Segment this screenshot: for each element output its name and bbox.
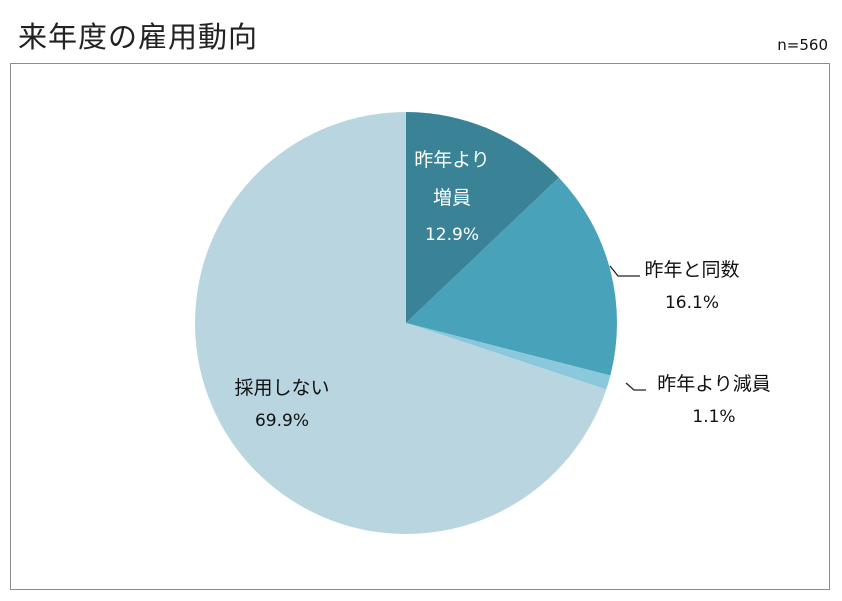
slice-value-2: 16.1% [665, 293, 719, 313]
slice-value-4: 69.9% [255, 411, 309, 431]
slice-label-4-line-1: 採用しない [234, 377, 329, 399]
slice-label-2-line-1: 昨年と同数 [644, 259, 739, 281]
pie-slice-3 [406, 323, 611, 390]
slice-label-1-line-1: 昨年より [414, 149, 490, 171]
pie-slice-1 [406, 112, 559, 323]
chart-title: 来年度の雇用動向 [18, 20, 259, 54]
slice-label-3-line-1: 昨年より減員 [657, 373, 771, 395]
leader-line-3 [625, 382, 646, 391]
pie-slice-4 [195, 111, 607, 534]
pie-slice-2 [406, 177, 617, 376]
sample-size-label: n=560 [777, 36, 828, 54]
slice-value-3: 1.1% [692, 407, 735, 427]
slice-label-1-line-2: 増員 [433, 187, 471, 209]
chart-frame [10, 63, 830, 590]
slice-value-1: 12.9% [425, 225, 479, 245]
leader-line-2 [609, 265, 640, 277]
